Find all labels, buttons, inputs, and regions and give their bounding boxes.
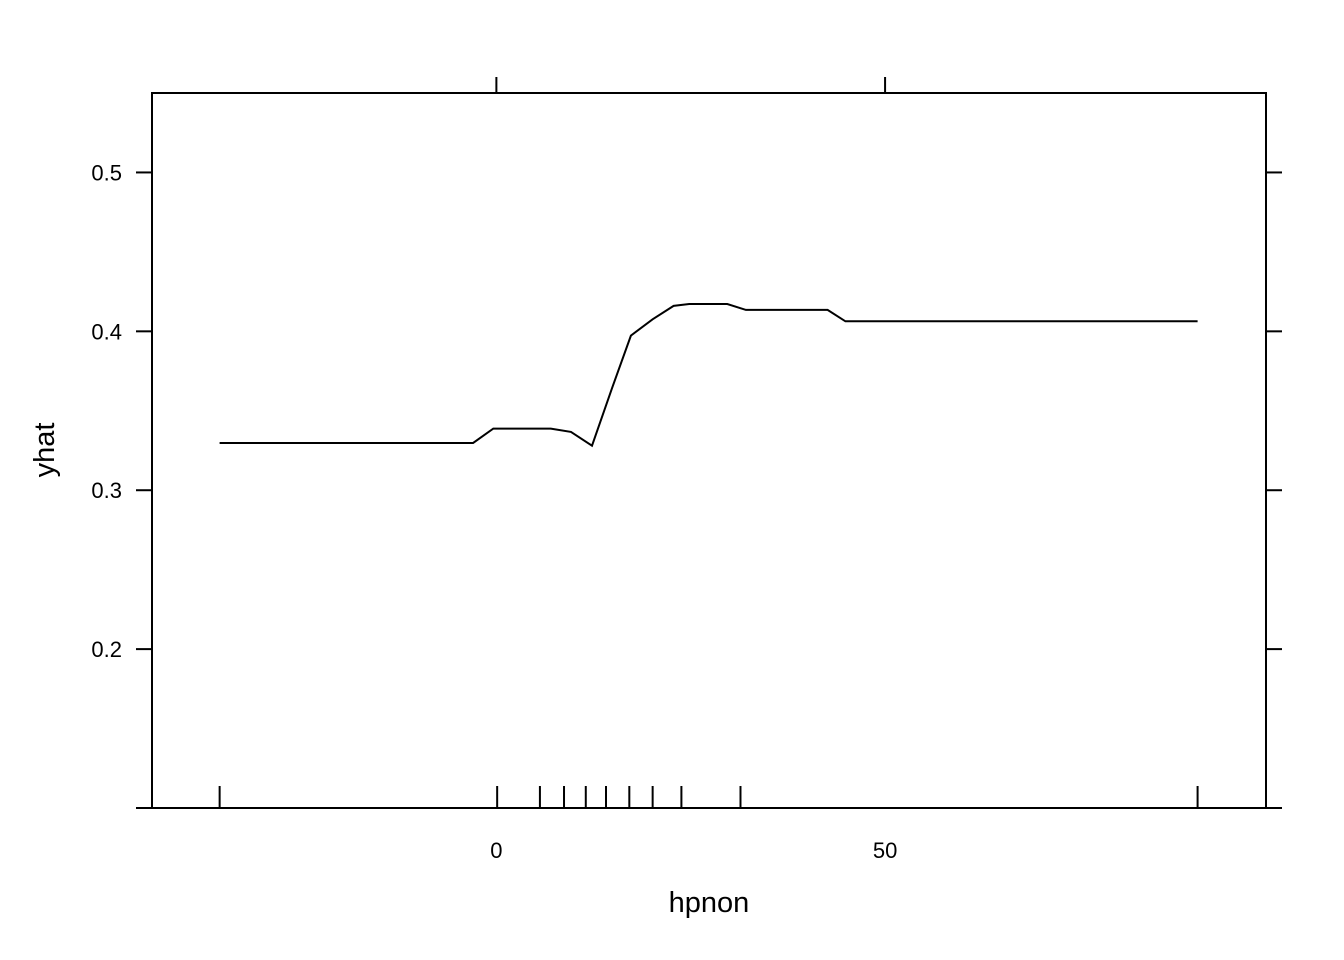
y-tick-label-2: 0.4 [91,319,122,344]
x-tick-label-1: 50 [873,838,897,863]
series-line [219,303,1198,448]
tick-labels: 0 50 0.2 0.3 0.4 0.5 [91,160,897,863]
y-tick-label-3: 0.5 [91,160,122,185]
x-axis-title: hpnon [669,887,750,919]
x-tick-label-0: 0 [490,838,502,863]
rug-marks [218,786,1199,808]
y-tick-label-0: 0.2 [91,637,122,662]
y-tick-label-1: 0.3 [91,478,122,503]
plot-panel [151,92,1267,809]
y-axis-title: yhat [29,423,61,478]
axis-ticks [136,77,1282,809]
